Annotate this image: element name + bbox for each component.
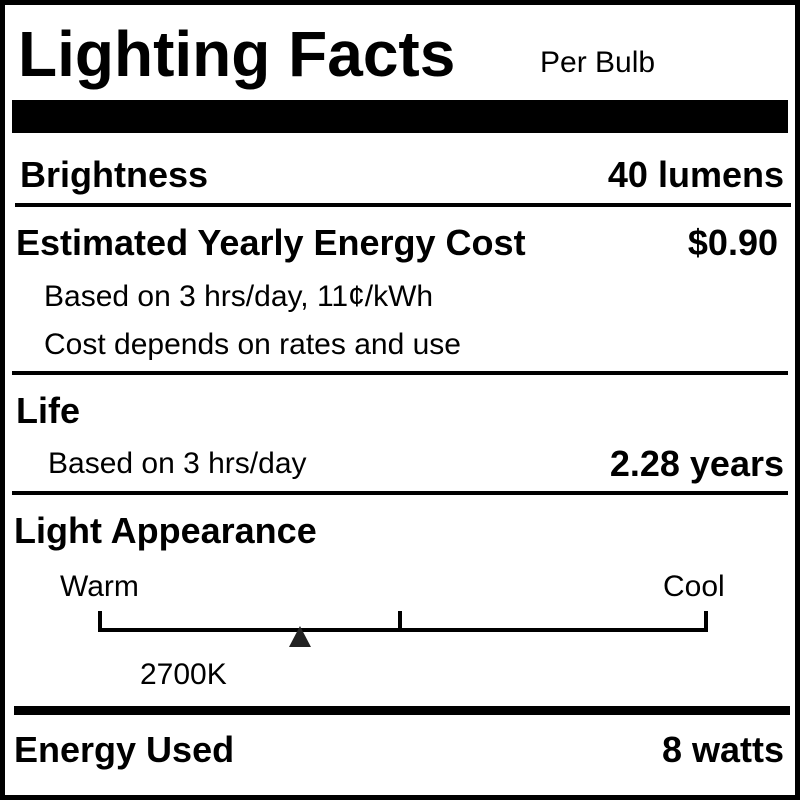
divider	[12, 371, 788, 375]
cost-note-usage: Cost depends on rates and use	[44, 328, 461, 361]
cool-label: Cool	[663, 570, 725, 603]
energy-value: 8 watts	[661, 729, 784, 770]
temperature-value: 2700K	[140, 658, 227, 691]
cost-label: Estimated Yearly Energy Cost	[16, 222, 526, 263]
title-bar	[12, 100, 788, 133]
brightness-label: Brightness	[20, 154, 209, 195]
thick-divider	[14, 706, 790, 715]
life-note: Based on 3 hrs/day	[48, 447, 307, 480]
label-subtitle: Per Bulb	[540, 46, 656, 79]
divider	[12, 491, 788, 495]
appearance-label: Light Appearance	[14, 510, 317, 551]
color-temperature-scale	[98, 611, 708, 647]
cost-note-rate: Based on 3 hrs/day, 11¢/kWh	[44, 280, 434, 313]
life-label: Life	[16, 390, 81, 431]
life-value: 2.28 years	[609, 443, 784, 484]
temperature-marker-icon	[288, 626, 311, 647]
cost-value: $0.90	[687, 222, 778, 263]
label-title: Lighting Facts	[18, 18, 456, 90]
brightness-value: 40 lumens	[607, 154, 784, 195]
divider	[15, 203, 791, 207]
warm-label: Warm	[60, 570, 139, 603]
energy-label: Energy Used	[14, 729, 235, 770]
